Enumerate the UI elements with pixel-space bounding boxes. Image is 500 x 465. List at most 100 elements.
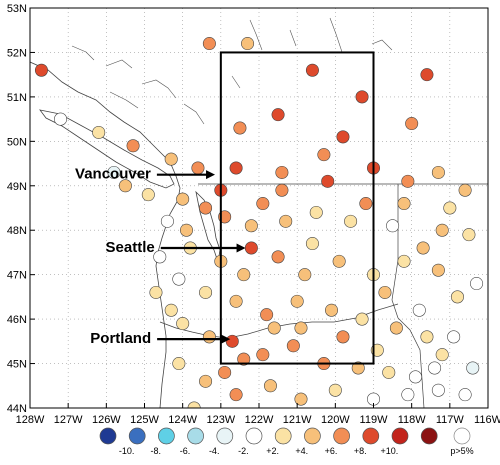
station-marker [237, 268, 251, 282]
pvalue-label: p>5% [450, 446, 473, 456]
station-marker [294, 392, 308, 406]
station-marker [244, 241, 258, 255]
station-marker [412, 303, 426, 317]
station-marker [199, 374, 213, 388]
station-marker [202, 330, 216, 344]
lat-tick-label: 50N [7, 136, 27, 148]
city-label-vancouver: Vancouver [75, 166, 151, 183]
legend-label: +2. [266, 446, 279, 456]
station-marker [405, 117, 419, 131]
station-marker [260, 308, 274, 322]
legend-swatch [274, 427, 292, 445]
station-marker [435, 348, 449, 362]
station-marker [256, 197, 270, 211]
station-marker [229, 388, 243, 402]
station-marker [466, 361, 480, 375]
station-marker [309, 205, 323, 219]
station-marker [420, 68, 434, 82]
station-marker [458, 388, 472, 402]
station-marker [241, 37, 255, 51]
station-marker [199, 285, 213, 299]
station-marker [305, 63, 319, 77]
station-marker [355, 312, 369, 326]
station-marker [317, 148, 331, 162]
lon-tick-label: 116W [474, 414, 500, 426]
station-marker [107, 165, 121, 179]
station-marker [290, 294, 304, 308]
station-marker [275, 183, 289, 197]
station-marker [172, 357, 186, 371]
lat-tick-label: 52N [7, 47, 27, 59]
legend-swatch [216, 427, 234, 445]
station-marker [263, 379, 277, 393]
station-marker [325, 303, 339, 317]
station-marker [332, 254, 346, 268]
wa-or-idaho-border [391, 184, 399, 319]
lon-tick-label: 118W [398, 414, 427, 426]
lat-tick-label: 45N [7, 359, 27, 371]
station-marker [199, 201, 213, 215]
station-marker [202, 37, 216, 51]
station-marker [408, 370, 422, 384]
lon-tick-label: 127W [54, 414, 83, 426]
station-marker [462, 228, 476, 242]
station-marker [447, 330, 461, 344]
legend-swatch [333, 427, 350, 445]
legend-swatch [128, 427, 146, 445]
legend-label: -6. [180, 446, 191, 456]
legend-swatch [187, 427, 204, 445]
station-marker [431, 263, 445, 277]
station-marker [149, 285, 163, 299]
station-marker [286, 339, 300, 353]
legend-swatch [391, 427, 409, 445]
color-legend: -10. -8. -6. -4. -2. +2. +4. +6. +8. +10. p>5% [99, 427, 474, 456]
lon-tick-label: 122W [245, 414, 274, 426]
station-marker [336, 330, 350, 344]
lat-tick-label: 44N [7, 403, 27, 415]
station-marker [34, 63, 48, 77]
station-marker [237, 352, 251, 366]
station-marker [160, 214, 174, 228]
station-marker [176, 192, 190, 206]
station-marker [172, 272, 186, 286]
legend-label: -4. [209, 446, 220, 456]
station-marker [397, 197, 411, 211]
station-marker [443, 201, 457, 215]
city-labels: Vancouver Seattle Portland [75, 166, 246, 347]
legend-swatch [158, 427, 175, 445]
station-marker [244, 219, 258, 233]
legend-label: -8. [151, 446, 162, 456]
city-label-portland: Portland [90, 330, 151, 347]
station-marker [298, 268, 312, 282]
study-region-box [219, 51, 375, 365]
pvalue-swatch [453, 427, 471, 445]
legend-label: +10. [381, 446, 399, 456]
lon-tick-label: 119W [360, 414, 389, 426]
station-marker [386, 219, 400, 233]
station-marker [470, 277, 484, 291]
legend-swatch [245, 427, 263, 445]
station-marker [141, 188, 155, 202]
lon-tick-label: 126W [92, 414, 121, 426]
lat-tick-label: 53N [7, 3, 27, 15]
pacific-coastline [30, 61, 181, 408]
city-arrowhead-vancouver [206, 170, 216, 180]
station-marker [153, 250, 167, 264]
lat-tick-label: 48N [7, 225, 27, 237]
legend-swatch [99, 427, 117, 445]
station-marker [279, 214, 293, 228]
station-marker [294, 321, 308, 335]
station-marker [275, 165, 289, 179]
station-marker [256, 348, 270, 362]
legend-swatch [420, 427, 438, 445]
lon-tick-label: 120W [321, 414, 350, 426]
station-markers [34, 37, 484, 408]
lon-tick-label: 121W [283, 414, 312, 426]
station-marker [397, 254, 411, 268]
station-marker [118, 179, 132, 193]
station-marker [126, 139, 140, 153]
legend-label: -10. [119, 446, 135, 456]
station-marker [420, 330, 434, 344]
legend-swatch [304, 427, 321, 445]
